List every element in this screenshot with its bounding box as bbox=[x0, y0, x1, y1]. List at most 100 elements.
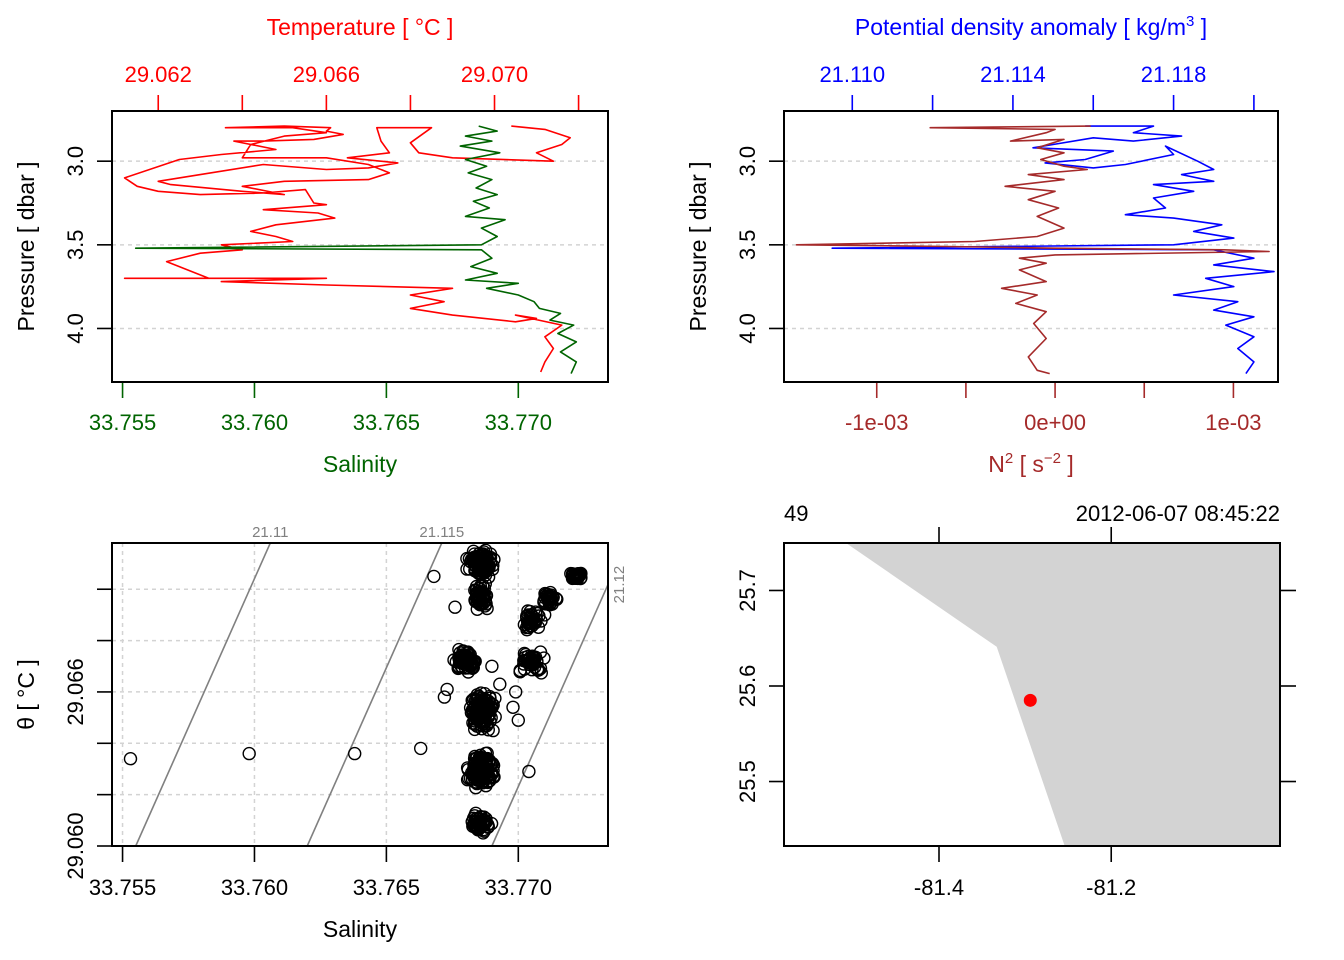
ts-point bbox=[522, 764, 536, 779]
series-lines bbox=[795, 125, 1275, 375]
y-axis-title: Pressure [ dbar ] bbox=[13, 161, 39, 331]
ts-point bbox=[472, 592, 487, 606]
ts-point bbox=[473, 563, 488, 577]
series-lines bbox=[123, 125, 578, 374]
bottom-axis: -1e-03 0e+00 1e-03 bbox=[845, 383, 1262, 435]
ts-point bbox=[468, 722, 482, 737]
ts-point bbox=[465, 772, 480, 786]
bottom-axis-title: N2 [ s−2 ] bbox=[988, 450, 1074, 477]
ts-point bbox=[470, 822, 485, 836]
series-n2-line bbox=[795, 125, 1270, 375]
grid-lines bbox=[112, 160, 608, 330]
ts-point bbox=[509, 685, 523, 699]
isopycnal-line bbox=[135, 543, 272, 846]
isopycnal-line bbox=[306, 543, 443, 846]
plot-frame bbox=[111, 542, 609, 847]
bottom-axis: -81.4 -81.2 bbox=[914, 847, 1136, 900]
ts-point bbox=[542, 589, 557, 604]
top-axis-tick-label: 29.070 bbox=[461, 62, 528, 87]
x-axis-tick-label: 33.760 bbox=[221, 875, 288, 900]
top-axis-title: Potential density anomaly [ kg/m3 ] bbox=[855, 13, 1207, 40]
ts-point bbox=[348, 746, 362, 761]
plot-frame bbox=[783, 110, 1279, 383]
y-axis-title: θ [ °C ] bbox=[13, 659, 39, 730]
x-axis-tick-label: -81.4 bbox=[914, 875, 964, 900]
ts-point bbox=[534, 666, 548, 680]
ts-point bbox=[123, 752, 138, 766]
isopycnal-label: 21.12 bbox=[611, 566, 628, 604]
land-polygon bbox=[846, 543, 1280, 846]
station-time: 2012-06-07 08:45:22 bbox=[1076, 501, 1280, 526]
y-axis-title: Pressure [ dbar ] bbox=[685, 161, 711, 331]
ts-point bbox=[448, 600, 462, 614]
x-axis-tick-label: 33.755 bbox=[89, 875, 156, 900]
ts-point bbox=[474, 585, 488, 599]
ts-point bbox=[513, 664, 527, 679]
ts-point bbox=[470, 817, 484, 831]
bottom-axis-tick-label: 33.755 bbox=[89, 410, 156, 435]
isopycnal-label: 21.115 bbox=[419, 524, 464, 541]
ts-point bbox=[475, 547, 489, 562]
x-axis-tick-label: 33.770 bbox=[485, 875, 552, 900]
bottom-axis-tick-label: 33.770 bbox=[485, 410, 552, 435]
ts-point bbox=[478, 577, 492, 591]
ts-point bbox=[506, 700, 520, 714]
ts-point bbox=[485, 767, 499, 781]
y-axis-tick-label: 4.0 bbox=[63, 313, 88, 344]
ts-point bbox=[542, 594, 556, 608]
top-axis-tick-label: 29.066 bbox=[293, 62, 360, 87]
isopycnal-line bbox=[491, 582, 608, 846]
ts-point bbox=[460, 562, 474, 576]
y-axis-tick-label: 29.060 bbox=[63, 812, 88, 879]
ts-point bbox=[527, 651, 542, 666]
station-marker bbox=[1023, 693, 1037, 707]
ts-point bbox=[493, 677, 507, 691]
series-potential-density-anomaly-line bbox=[831, 125, 1275, 375]
left-axis: 3.0 3.5 4.0 bbox=[735, 146, 784, 344]
x-axis-tick-label: 33.765 bbox=[353, 875, 420, 900]
top-axis: 21.110 21.114 21.118 bbox=[819, 62, 1255, 110]
panel-ts-diagram: 33.755 33.760 33.765 33.770 29.060 29.066 Sa… bbox=[13, 524, 628, 942]
ts-point bbox=[528, 650, 543, 664]
plot-frame bbox=[111, 110, 609, 383]
station-number: 49 bbox=[784, 501, 808, 526]
ts-point bbox=[440, 682, 454, 697]
top-axis: 29.062 29.066 29.070 bbox=[125, 62, 580, 110]
panel-profile-ts: 29.062 29.066 29.070 33.755 33.760 33.765 33.… bbox=[13, 14, 609, 477]
ts-point bbox=[571, 570, 585, 584]
left-axis: 25.5 25.6 25.7 bbox=[735, 569, 784, 803]
bottom-axis: 33.755 33.760 33.765 33.770 bbox=[89, 383, 552, 435]
isopycnals bbox=[135, 543, 608, 846]
ts-point bbox=[242, 746, 256, 761]
left-axis: 29.060 29.066 bbox=[63, 588, 112, 880]
ts-point bbox=[454, 656, 468, 670]
ts-point bbox=[538, 608, 552, 622]
top-axis-tick-label: 21.118 bbox=[1141, 62, 1207, 87]
ts-point bbox=[474, 810, 488, 824]
top-axis-title: Temperature [ °C ] bbox=[267, 14, 454, 40]
right-ticks bbox=[1280, 589, 1296, 783]
ts-point bbox=[461, 661, 475, 675]
isopycnal-label: 21.11 bbox=[252, 524, 288, 541]
ts-point bbox=[511, 713, 525, 727]
ts-point bbox=[474, 552, 489, 566]
ts-point bbox=[520, 609, 534, 623]
ts-point bbox=[544, 588, 558, 602]
ts-point bbox=[466, 660, 480, 675]
y-axis-tick-label: 4.0 bbox=[735, 313, 760, 344]
grid-lines bbox=[112, 543, 608, 847]
y-axis-tick-label: 29.066 bbox=[63, 658, 88, 725]
bottom-axis: 33.755 33.760 33.765 33.770 bbox=[89, 847, 552, 900]
bottom-axis-title: Salinity bbox=[323, 451, 398, 477]
x-axis-title: Salinity bbox=[323, 916, 398, 942]
panel-station-map: -81.4 -81.2 25.5 25.6 25.7 49 2012-06-07 08… bbox=[735, 501, 1296, 900]
y-axis-tick-label: 3.0 bbox=[63, 146, 88, 177]
top-axis-tick-label: 29.062 bbox=[125, 62, 192, 87]
bottom-axis-tick-label: 33.765 bbox=[353, 410, 420, 435]
ts-point bbox=[471, 557, 485, 571]
ts-point bbox=[485, 659, 499, 673]
top-axis-tick-label: 21.110 bbox=[819, 62, 885, 87]
ts-point bbox=[533, 661, 548, 676]
ts-point bbox=[427, 569, 441, 584]
